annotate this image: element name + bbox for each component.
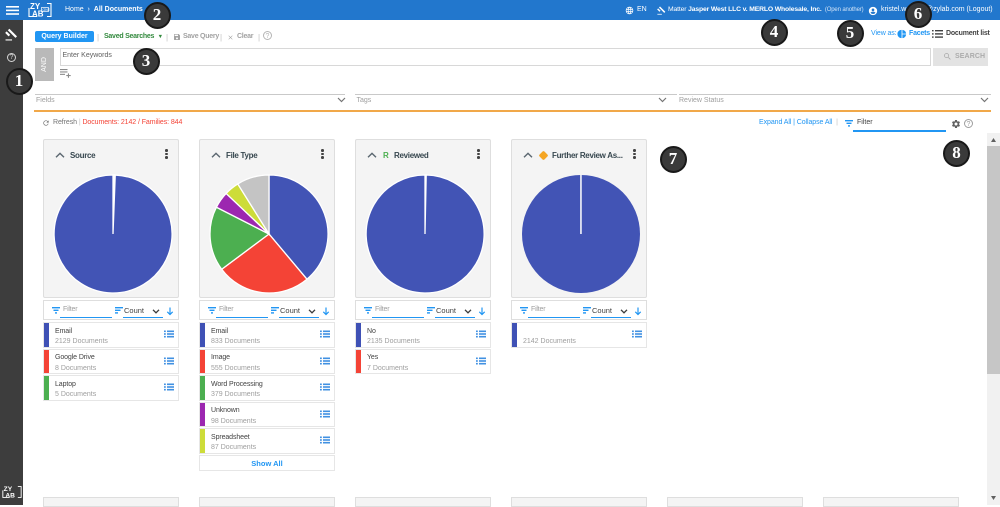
svg-text:AB: AB [5, 492, 15, 499]
svg-text:ZY: ZY [4, 486, 13, 493]
svg-text:ONE: ONE [43, 8, 51, 12]
svg-text:AB: AB [32, 10, 44, 19]
svg-text:ZY: ZY [30, 2, 41, 11]
